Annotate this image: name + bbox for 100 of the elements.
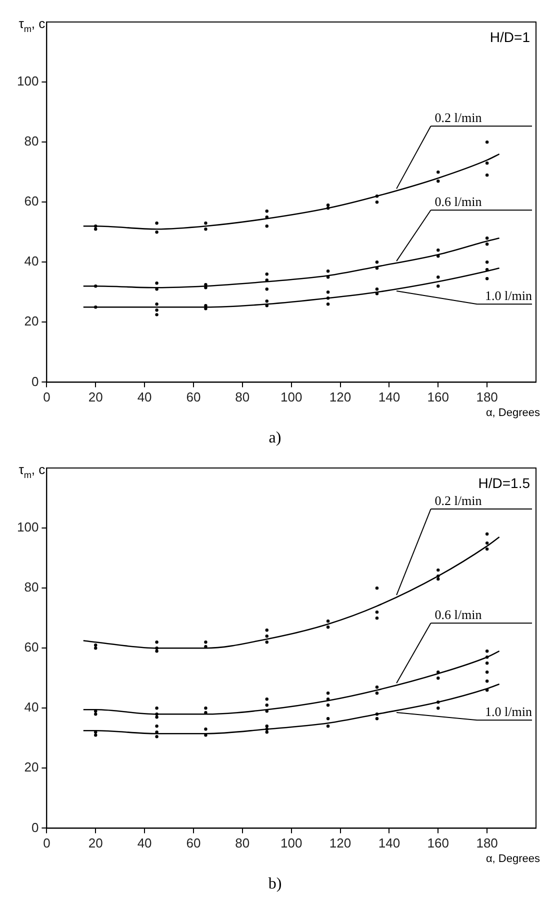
point [375, 200, 379, 204]
point [155, 735, 158, 738]
x-tick-label: 140 [378, 390, 400, 405]
series-label: 1.0 l/min [485, 704, 532, 720]
y-tick-label: 60 [24, 640, 39, 655]
x-tick-label: 120 [329, 390, 352, 405]
point [436, 248, 440, 252]
y-tick-label: 80 [24, 134, 39, 149]
point [485, 670, 489, 674]
x-tick-label: 160 [427, 836, 449, 851]
point [155, 282, 158, 285]
y-tick-label: 80 [24, 580, 39, 595]
point [94, 712, 98, 716]
x-tick-label: 60 [186, 390, 201, 405]
point [326, 717, 330, 720]
point [375, 686, 379, 689]
point [485, 277, 489, 280]
point [375, 616, 379, 620]
point [265, 272, 268, 276]
x-tick-label: 20 [88, 836, 103, 851]
y-tick-label: 100 [16, 520, 39, 535]
point [436, 568, 440, 572]
y-tick-label: 20 [24, 314, 39, 329]
y-tick-label: 40 [24, 700, 39, 715]
point [155, 716, 158, 719]
point [94, 228, 98, 231]
point [485, 140, 489, 144]
point [375, 692, 379, 695]
point [155, 724, 158, 728]
point [155, 308, 158, 312]
point [155, 313, 158, 316]
point [436, 284, 440, 288]
point [485, 680, 489, 683]
point [326, 290, 330, 294]
x-axis-title: α, Degrees [486, 853, 540, 866]
y-tick-label: 60 [24, 194, 39, 209]
x-axis-title: α, Degrees [486, 407, 540, 420]
point [265, 634, 268, 638]
y-tick-label: 100 [16, 74, 39, 89]
point [326, 692, 330, 695]
point [265, 628, 268, 632]
point [485, 662, 489, 665]
point [265, 724, 268, 728]
text: 0.6 l/min [434, 607, 482, 622]
point [326, 724, 330, 728]
x-tick-label: 20 [88, 390, 103, 405]
point [326, 302, 330, 306]
point [265, 300, 268, 303]
x-tick-label: 40 [137, 836, 152, 851]
text: a) [268, 430, 282, 447]
point [204, 728, 208, 731]
point [375, 586, 379, 590]
text: 0.6 l/min [434, 194, 482, 210]
x-tick-label: 0 [43, 390, 50, 405]
point [155, 302, 158, 306]
point [204, 640, 208, 644]
point [485, 260, 489, 264]
point [265, 210, 268, 213]
x-tick-label: 120 [329, 836, 352, 851]
annotation: H/D=1.5 [478, 475, 530, 491]
y-tick-label: 40 [24, 254, 39, 269]
point [265, 698, 268, 701]
x-tick-label: 100 [280, 836, 302, 851]
point [436, 179, 440, 183]
point [436, 276, 440, 279]
point [326, 619, 330, 623]
point [155, 640, 158, 644]
point [155, 230, 158, 234]
point [94, 644, 98, 647]
x-tick-label: 80 [235, 390, 250, 405]
y-tick-label: 0 [31, 374, 39, 389]
point [94, 734, 98, 737]
y-tick-label: 20 [24, 760, 39, 775]
x-tick-label: 60 [186, 836, 201, 851]
point [94, 646, 98, 650]
series-label: 1.0 l/min [485, 288, 532, 304]
point [265, 640, 268, 644]
point [265, 288, 268, 291]
point [204, 222, 208, 225]
point [485, 532, 489, 536]
x-tick-label: 0 [43, 836, 50, 851]
point [485, 541, 489, 545]
point [326, 204, 330, 207]
point [265, 224, 268, 228]
text: 0.2 l/min [434, 493, 482, 508]
y-tick-label: 0 [31, 820, 39, 835]
point [436, 577, 440, 581]
x-tick-label: 80 [235, 836, 250, 851]
point [485, 161, 489, 165]
point [375, 260, 379, 264]
x-tick-label: 100 [280, 390, 302, 405]
point [485, 236, 489, 240]
text: 0.2 l/min [434, 110, 482, 126]
point [265, 704, 268, 707]
point [265, 730, 268, 734]
point [326, 704, 330, 707]
point [155, 222, 158, 225]
point [204, 228, 208, 231]
point [436, 676, 440, 680]
point [436, 706, 440, 710]
